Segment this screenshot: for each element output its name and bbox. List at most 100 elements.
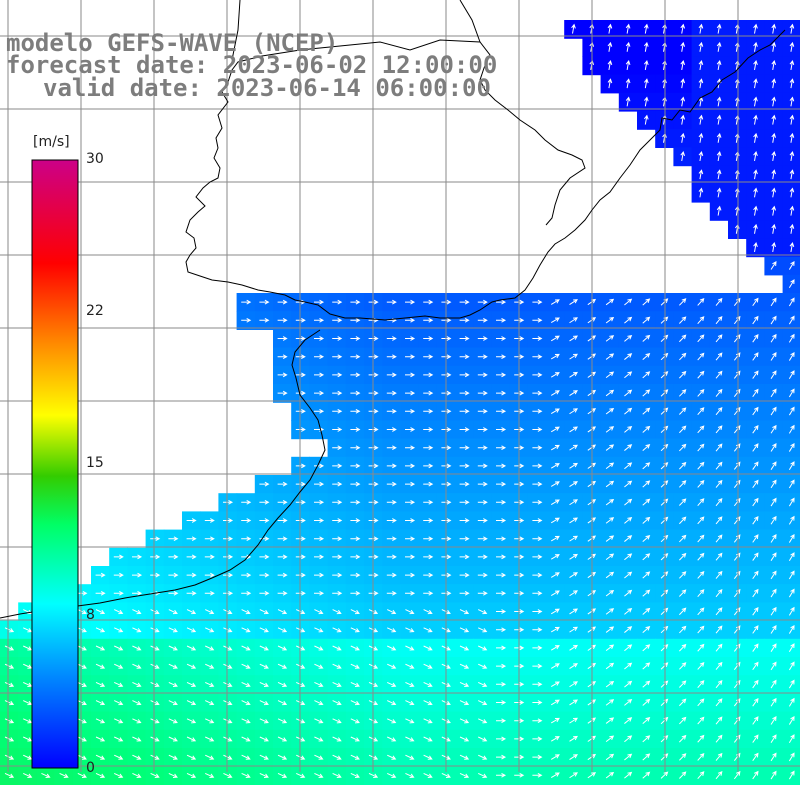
- wind-arrow: [423, 736, 433, 742]
- wind-arrow: [550, 572, 560, 578]
- wind-arrow: [314, 645, 324, 651]
- wind-arrow: [532, 299, 543, 305]
- wind-arrow: [550, 754, 560, 760]
- wind-arrow: [496, 681, 507, 687]
- wind-arrow: [788, 297, 795, 307]
- wind-arrow: [459, 700, 470, 706]
- wind-arrow: [405, 627, 415, 633]
- wind-arrow: [259, 554, 270, 560]
- wind-arrow: [350, 408, 361, 414]
- wind-arrow: [477, 590, 488, 596]
- wind-arrow: [168, 554, 179, 560]
- wind-arrow: [605, 316, 615, 324]
- wind-arrow: [477, 354, 488, 360]
- wind-arrow: [642, 535, 651, 543]
- wind-arrow: [788, 570, 795, 580]
- wind-arrow: [496, 736, 507, 742]
- wind-arrow: [168, 645, 178, 651]
- wind-arrow: [186, 572, 197, 578]
- wind-arrow: [569, 553, 578, 560]
- wind-arrow: [697, 425, 705, 434]
- wind-arrow: [642, 589, 651, 597]
- wind-arrow: [332, 445, 343, 451]
- wind-arrow: [679, 698, 687, 707]
- wind-arrow: [95, 627, 106, 633]
- wind-arrow: [770, 734, 777, 743]
- wind-arrow: [788, 552, 795, 562]
- wind-arrow: [770, 697, 777, 707]
- wind-arrow: [459, 572, 470, 578]
- wind-arrow: [423, 754, 433, 760]
- wind-arrow: [204, 554, 215, 560]
- wind-arrow: [715, 661, 723, 670]
- wind-arrow: [715, 370, 723, 379]
- wind-arrow: [241, 518, 252, 523]
- wind-arrow: [4, 772, 15, 778]
- colorbar-tick-30: 30: [86, 151, 104, 167]
- wind-arrow: [114, 700, 124, 706]
- wind-arrow: [114, 736, 124, 742]
- wind-arrow: [697, 570, 705, 579]
- wind-arrow: [532, 627, 543, 633]
- wind-arrow: [496, 481, 507, 487]
- wind-arrow: [788, 333, 795, 343]
- wind-arrow: [532, 681, 543, 687]
- wind-arrow: [387, 772, 397, 778]
- wind-arrow: [241, 718, 251, 724]
- wind-arrow: [569, 426, 578, 433]
- wind-arrow: [241, 736, 251, 742]
- wind-arrow: [168, 700, 178, 706]
- wind-arrow: [569, 353, 578, 360]
- wind-arrow: [715, 425, 723, 434]
- wind-arrow: [643, 114, 649, 125]
- wind-arrow: [642, 498, 651, 506]
- wind-arrow: [642, 516, 651, 524]
- wind-arrow: [277, 317, 288, 323]
- wind-arrow: [4, 700, 15, 706]
- wind-arrow: [770, 515, 777, 525]
- wind-arrow: [314, 354, 325, 360]
- wind-arrow: [459, 499, 470, 505]
- wind-arrow: [569, 626, 578, 633]
- wind-arrow: [132, 645, 142, 651]
- wind-arrow: [514, 772, 525, 778]
- wind-arrow: [733, 352, 741, 361]
- wind-arrow: [77, 754, 87, 760]
- wind-arrow: [186, 772, 197, 778]
- wind-arrow: [715, 297, 723, 306]
- wind-arrow: [733, 297, 741, 306]
- wind-arrow: [477, 463, 488, 469]
- wind-arrow: [114, 663, 124, 669]
- wind-arrow: [386, 372, 397, 378]
- wind-arrow: [332, 408, 343, 414]
- wind-arrow: [186, 536, 197, 542]
- wind-arrow: [752, 679, 759, 689]
- wind-arrow: [332, 536, 343, 542]
- wind-arrow: [204, 590, 215, 596]
- wind-arrow: [350, 390, 361, 396]
- wind-arrow: [788, 351, 795, 361]
- wind-arrow: [168, 590, 179, 596]
- wind-arrow: [733, 388, 741, 397]
- wind-arrow: [625, 60, 631, 71]
- wind-arrow: [205, 681, 215, 687]
- wind-arrow: [605, 662, 615, 670]
- wind-arrow: [605, 298, 615, 306]
- wind-arrow: [625, 23, 631, 34]
- wind-arrow: [770, 770, 777, 780]
- wind-arrow: [332, 772, 342, 778]
- wind-arrow: [204, 572, 215, 578]
- wind-arrow: [4, 754, 15, 760]
- wind-arrow: [624, 498, 633, 506]
- wind-arrow: [387, 718, 397, 724]
- wind-arrow: [496, 390, 507, 396]
- wind-arrow: [459, 718, 470, 724]
- wind-arrow: [605, 353, 615, 360]
- wind-arrow: [314, 718, 324, 724]
- wind-arrow: [332, 372, 343, 378]
- wind-arrow: [697, 607, 705, 616]
- wind-arrow: [679, 316, 687, 324]
- wind-arrow: [680, 132, 686, 143]
- wind-arrow: [587, 772, 597, 779]
- wind-arrow: [679, 389, 687, 397]
